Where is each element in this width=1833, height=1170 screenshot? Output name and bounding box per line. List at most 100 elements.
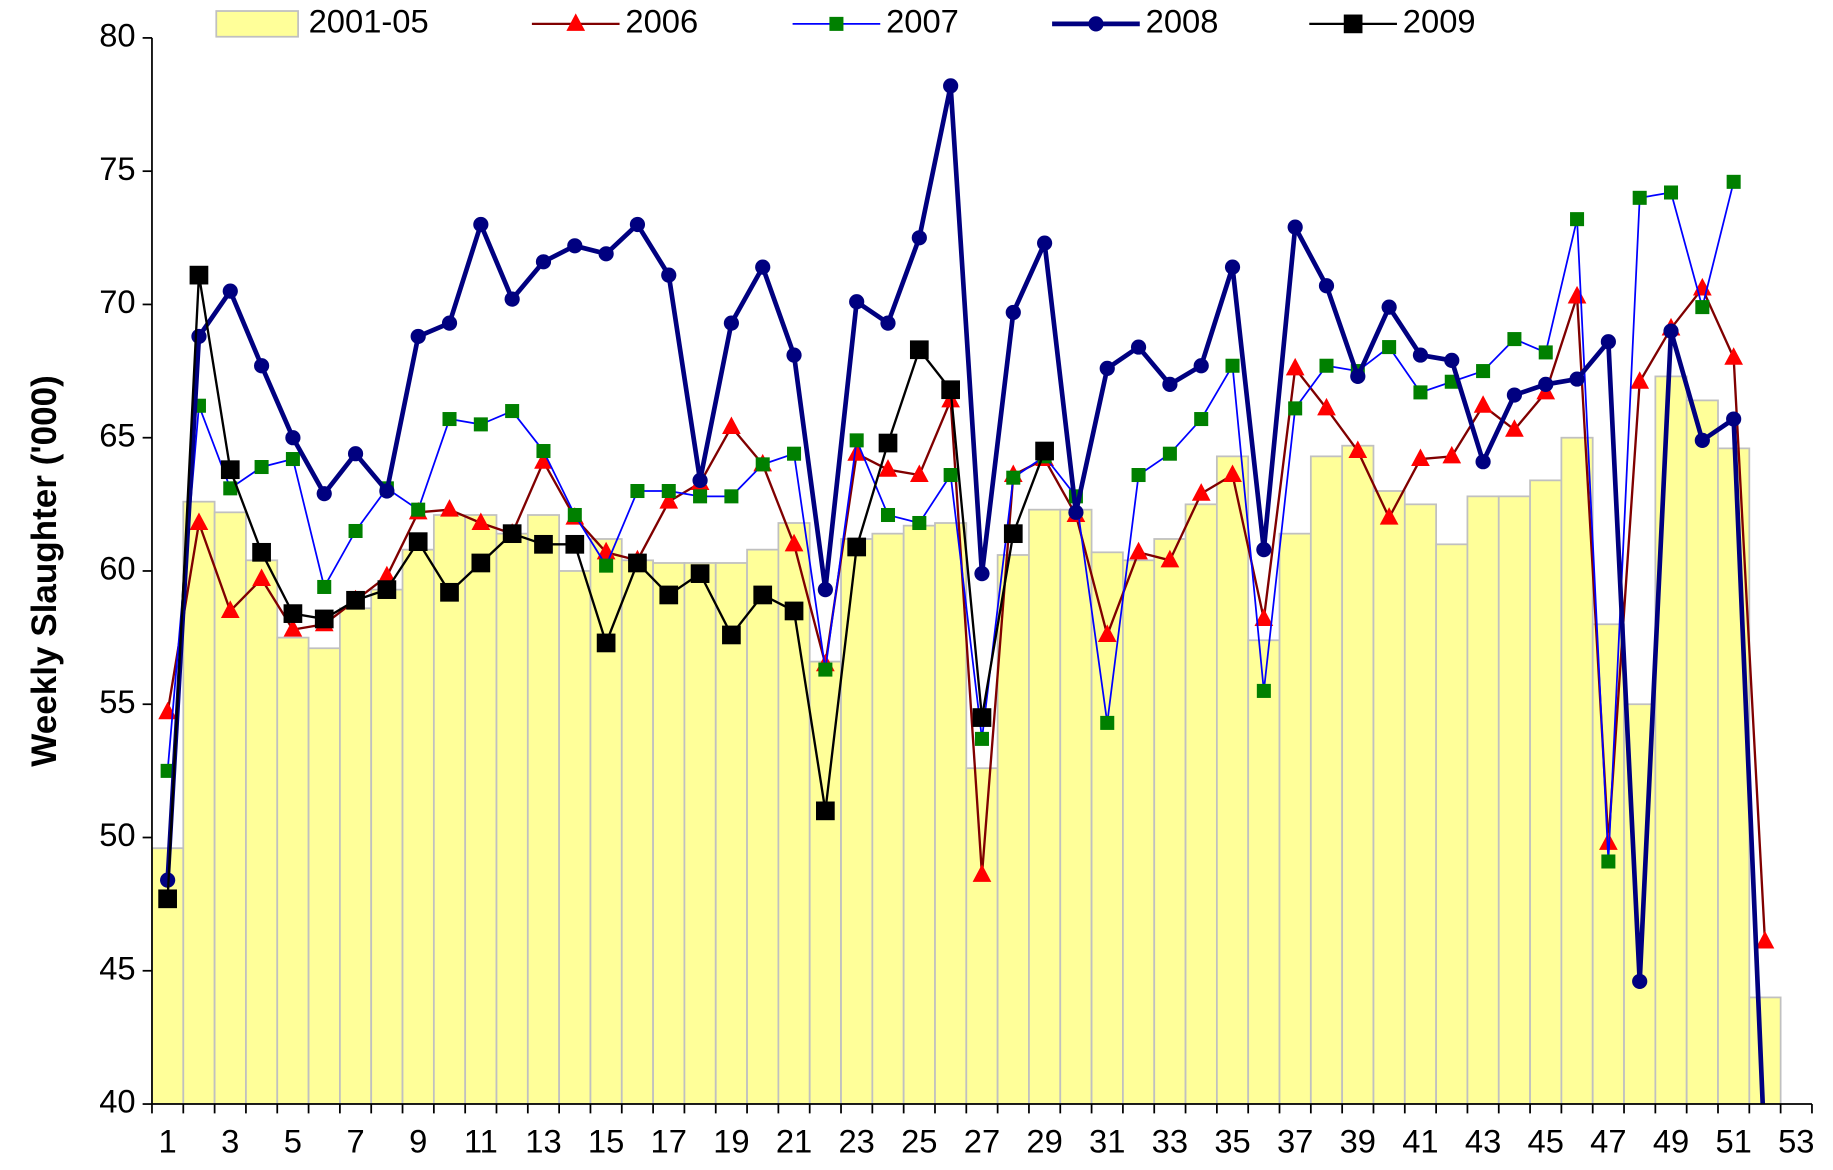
bar	[746, 548, 780, 1105]
marker	[1379, 507, 1399, 525]
bar	[714, 562, 748, 1105]
bar	[495, 532, 529, 1105]
bar	[339, 607, 373, 1105]
marker	[1601, 854, 1616, 869]
marker	[535, 254, 552, 270]
marker	[784, 533, 804, 552]
marker	[1162, 376, 1178, 392]
marker	[1068, 504, 1084, 520]
marker	[348, 523, 363, 539]
x-tick-label: 11	[464, 1122, 498, 1159]
marker	[909, 464, 929, 483]
x-tick-label: 43	[1465, 1122, 1501, 1159]
marker	[1507, 332, 1522, 347]
marker	[628, 553, 647, 573]
bar	[182, 500, 216, 1105]
x-tick-label: 3	[221, 1122, 239, 1159]
marker	[1724, 347, 1744, 365]
marker	[471, 553, 491, 573]
marker	[317, 579, 332, 594]
marker	[722, 625, 741, 645]
marker	[220, 600, 240, 618]
marker	[1160, 549, 1180, 568]
marker	[1037, 235, 1053, 251]
marker	[1100, 715, 1115, 730]
marker	[567, 238, 583, 254]
bar	[996, 554, 1030, 1105]
marker	[974, 566, 990, 582]
x-tick-label: 29	[1026, 1122, 1062, 1159]
x-tick-label: 49	[1653, 1122, 1689, 1159]
marker	[1726, 174, 1741, 189]
marker	[473, 417, 488, 432]
y-tick-label: 80	[99, 17, 135, 54]
y-tick-label: 55	[99, 683, 135, 720]
bar	[1497, 495, 1531, 1105]
bar	[840, 538, 874, 1105]
marker	[252, 542, 271, 562]
legend-label: 2001-05	[309, 3, 429, 40]
marker	[598, 246, 614, 262]
x-tick-label: 15	[588, 1122, 624, 1159]
x-tick-label: 35	[1214, 1122, 1250, 1159]
marker	[974, 731, 989, 746]
marker	[878, 459, 898, 477]
bar	[1560, 436, 1594, 1105]
marker	[1757, 1150, 1772, 1165]
marker	[629, 216, 646, 233]
marker	[1382, 340, 1397, 355]
marker	[1442, 445, 1462, 464]
marker	[1348, 440, 1368, 459]
marker	[220, 460, 240, 480]
marker	[285, 452, 300, 467]
marker	[1005, 304, 1021, 321]
marker	[1755, 930, 1775, 949]
marker	[943, 468, 958, 483]
y-tick-label: 70	[99, 283, 135, 320]
marker	[630, 483, 645, 499]
marker	[1003, 524, 1023, 544]
marker	[1097, 624, 1117, 642]
marker	[160, 763, 175, 778]
marker	[222, 283, 238, 299]
x-tick-label: 17	[651, 1122, 687, 1159]
marker	[1099, 360, 1115, 377]
marker	[1569, 371, 1585, 387]
y-tick-label: 45	[99, 949, 135, 986]
marker	[347, 446, 364, 462]
marker	[724, 489, 739, 504]
marker	[1035, 441, 1054, 461]
marker	[817, 582, 833, 598]
marker	[911, 230, 927, 246]
marker	[504, 291, 520, 307]
bar	[1184, 503, 1218, 1105]
bar	[1654, 375, 1688, 1105]
marker	[880, 507, 896, 523]
marker	[786, 347, 802, 363]
bar	[1529, 479, 1563, 1105]
marker	[661, 267, 677, 283]
marker	[253, 358, 270, 374]
marker	[1695, 300, 1710, 315]
bar	[1309, 455, 1344, 1105]
marker	[849, 433, 864, 448]
marker	[1131, 468, 1146, 483]
legend-label: 2008	[1146, 3, 1219, 40]
legend-label: 2009	[1403, 3, 1476, 40]
x-tick-label: 21	[776, 1122, 812, 1159]
marker	[442, 412, 457, 427]
x-tick-label: 31	[1089, 1122, 1125, 1159]
marker	[659, 491, 679, 509]
marker	[972, 708, 992, 727]
marker	[1317, 397, 1336, 416]
x-tick-label: 7	[346, 1122, 364, 1159]
marker	[787, 446, 802, 461]
marker	[784, 601, 804, 621]
marker	[440, 499, 459, 517]
x-tick-label: 53	[1778, 1122, 1814, 1159]
marker	[755, 259, 771, 275]
marker	[1664, 185, 1679, 200]
bar	[307, 647, 341, 1105]
marker	[567, 507, 582, 523]
marker	[1444, 352, 1460, 369]
